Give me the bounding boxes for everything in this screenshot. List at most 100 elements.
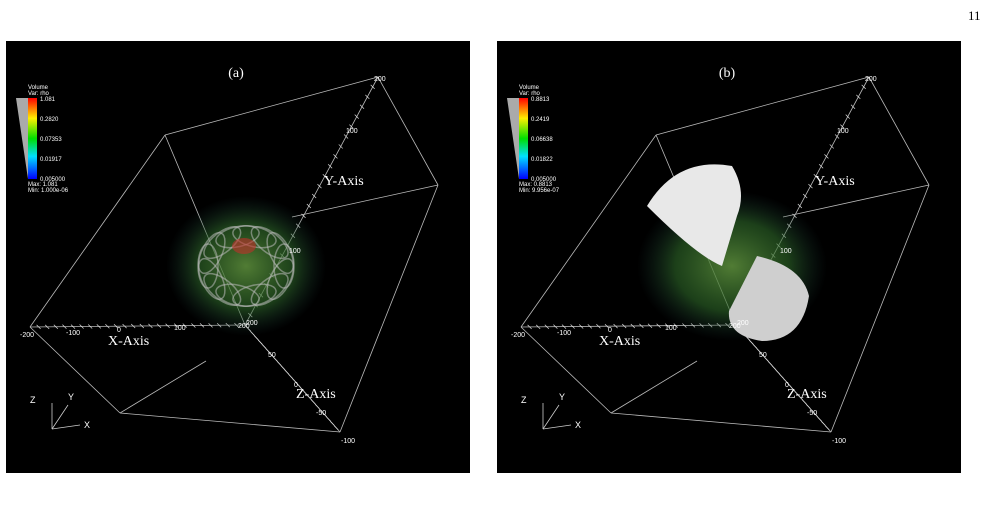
z-tick-label: -50 — [316, 410, 326, 417]
colorbar-label: 0.06638 — [531, 137, 553, 143]
x-tick-label: 200 — [729, 323, 741, 330]
axis-tick — [299, 386, 305, 392]
y-tick-label: 200 — [865, 76, 877, 83]
axis-tick — [824, 425, 830, 430]
axis-tick — [327, 164, 333, 169]
axis-tick — [280, 365, 286, 371]
axis-tick — [797, 203, 803, 209]
axis-tick — [265, 348, 271, 353]
box-edge — [830, 184, 930, 433]
axis-tick — [604, 323, 610, 329]
legend-variable: Var: rho — [519, 91, 541, 97]
axis-tick — [173, 323, 179, 328]
axis-tick — [165, 323, 170, 328]
axis-tick — [338, 144, 344, 149]
axis-tick — [156, 323, 162, 329]
axis-tick — [840, 124, 845, 129]
axis-tick — [349, 124, 354, 129]
triad-label: Z — [30, 395, 36, 405]
axis-tick — [834, 134, 840, 139]
axis-tick — [139, 323, 145, 329]
axis-tick — [767, 361, 773, 366]
field-line — [232, 283, 277, 307]
z-tick-label: 50 — [759, 352, 767, 359]
box-edge — [164, 76, 379, 136]
colorbar-label: 0.8813 — [531, 97, 550, 103]
triad-label: X — [575, 420, 581, 430]
y-tick-label: 100 — [780, 248, 792, 255]
axis-tick — [317, 183, 322, 189]
axis-tick — [62, 324, 67, 329]
box-edge — [610, 412, 832, 433]
axis-tick — [322, 412, 328, 418]
axis-tick — [570, 324, 575, 329]
axis-label: Z-Axis — [787, 387, 827, 402]
y-tick-label: 100 — [346, 128, 358, 135]
axis-tick — [802, 193, 808, 199]
axis-tick — [122, 323, 127, 329]
axis-tick — [790, 386, 796, 392]
y-tick-label: 200 — [737, 320, 749, 327]
box-edge — [119, 360, 207, 414]
axis-tick — [764, 356, 769, 362]
legend-max: Max: 0.8813 — [519, 182, 553, 188]
y-tick-label: 200 — [246, 320, 258, 327]
y-tick-label: 100 — [837, 128, 849, 135]
box-edge — [868, 76, 930, 186]
axis-tick — [53, 324, 59, 330]
panel-label: (a) — [228, 66, 244, 81]
axis-tick — [808, 183, 813, 189]
axis-tick — [113, 323, 119, 329]
axis-tick — [802, 399, 807, 405]
axis-tick — [343, 134, 349, 139]
axis-tick — [527, 324, 532, 330]
axis-tick — [647, 323, 653, 329]
colorbar-label: 0.2419 — [531, 117, 550, 123]
axis-tick — [365, 94, 370, 100]
axis-tick — [613, 323, 618, 329]
axis-label: X-Axis — [599, 334, 640, 349]
axis-tick — [621, 323, 627, 329]
cone-upper — [647, 164, 741, 266]
field-line — [203, 226, 242, 260]
axis-tick — [333, 425, 339, 430]
box-edge — [119, 412, 341, 433]
axis-tick — [199, 323, 205, 328]
z-tick-label: 0 — [294, 382, 298, 389]
axis-tick — [535, 324, 541, 330]
legend-min: Min: 9.956e-07 — [519, 188, 560, 194]
cone-lower — [728, 256, 809, 341]
axis-tick — [856, 94, 861, 100]
triad-axis — [51, 404, 69, 430]
axis-tick — [182, 323, 188, 328]
core — [232, 238, 256, 254]
axis-tick — [561, 324, 567, 329]
z-tick-label: 0 — [785, 382, 789, 389]
axis-tick — [148, 323, 153, 329]
axis-tick — [261, 344, 267, 349]
axis-tick — [798, 395, 803, 401]
axis-tick — [307, 395, 312, 401]
axis-tick — [829, 144, 835, 149]
axis-tick — [656, 323, 661, 328]
axis-tick — [130, 323, 136, 329]
y-tick-label: 100 — [289, 248, 301, 255]
axis-tick — [292, 378, 297, 383]
legend-ramp — [507, 98, 519, 179]
box-edge — [655, 76, 870, 136]
axis-tick — [311, 399, 316, 405]
volume-glow — [166, 196, 326, 336]
colorbar-label: 0.2820 — [40, 117, 59, 123]
x-tick-label: 100 — [174, 325, 186, 332]
axis-tick — [544, 324, 550, 330]
box-edge — [520, 134, 657, 328]
page-number: 11 — [968, 8, 981, 23]
triad-axis — [542, 424, 572, 430]
axis-tick — [587, 324, 593, 329]
axis-tick — [639, 323, 644, 329]
z-tick-label: 50 — [268, 352, 276, 359]
field-line — [203, 272, 242, 306]
axis-tick — [850, 104, 856, 110]
